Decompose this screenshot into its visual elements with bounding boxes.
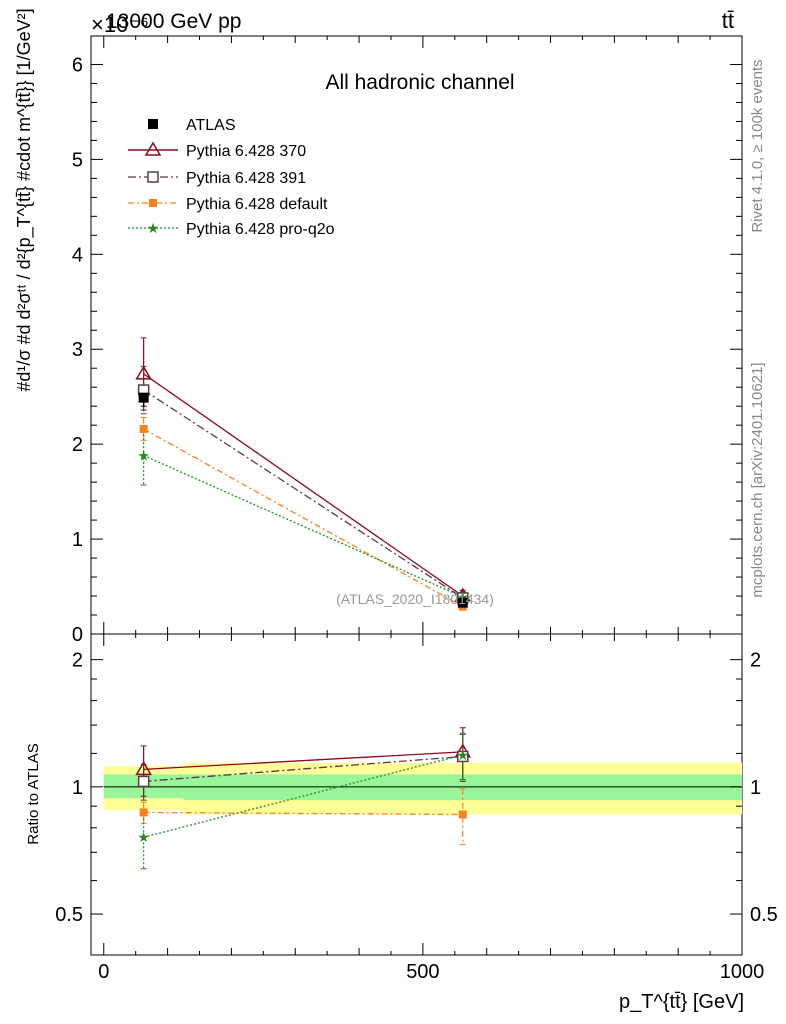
main-point-p370 bbox=[135, 365, 152, 380]
main-point-data bbox=[457, 597, 468, 608]
legend: ATLAS Pythia 6.428 370 Pythia 6.428 391 … bbox=[128, 117, 335, 238]
exponent-label: ×10⁻⁶ bbox=[91, 12, 149, 37]
legend-label-p370: Pythia 6.428 370 bbox=[186, 143, 306, 160]
ratio-y-tick-label-right: 0.5 bbox=[750, 904, 778, 926]
ratio-line-pdefault bbox=[143, 811, 463, 816]
ratio-y-tick-label: 0.5 bbox=[55, 904, 83, 926]
legend-label-p391: Pythia 6.428 391 bbox=[186, 170, 306, 187]
ratio-y-tick-label: 2 bbox=[72, 650, 83, 672]
main-line-pq2o bbox=[143, 454, 464, 598]
ratio-point-pq2o: ★ bbox=[137, 829, 150, 845]
ratio-point-pq2o: ★ bbox=[456, 747, 469, 763]
ratio-y-axis-label: Ratio to ATLAS bbox=[25, 743, 42, 844]
legend-label-pq2o: Pythia 6.428 pro-q2o bbox=[186, 221, 335, 238]
process-label: tt̄ bbox=[722, 8, 734, 33]
legend-marker-pdefault bbox=[149, 199, 157, 207]
ratio-point-pdefault bbox=[139, 808, 148, 817]
ratio-y-tick-label: 1 bbox=[72, 777, 83, 799]
main-point-pdefault bbox=[139, 424, 148, 433]
main-y-tick-label: 5 bbox=[72, 149, 83, 171]
main-y-tick-label: 4 bbox=[72, 244, 83, 266]
ratio-point-p391 bbox=[137, 775, 150, 788]
legend-marker-p391 bbox=[147, 171, 159, 183]
main-line-p391 bbox=[143, 389, 464, 599]
legend-marker-pq2o: ★ bbox=[147, 220, 160, 236]
main-y-tick-label: 3 bbox=[72, 339, 83, 361]
ratio-line-p370 bbox=[143, 751, 463, 771]
ratio-point-p391 bbox=[457, 750, 469, 763]
chart-title: All hadronic channel bbox=[325, 71, 514, 94]
ratio-line-pq2o bbox=[143, 754, 463, 838]
x-axis-label: p_T^{tt̄} [GeV] bbox=[619, 991, 744, 1013]
ratio-point-p370 bbox=[135, 760, 152, 776]
ratio-y-tick-label-right: 2 bbox=[750, 650, 761, 672]
x-tick-label: 500 bbox=[406, 961, 439, 983]
legend-label-pdefault: Pythia 6.428 default bbox=[186, 196, 328, 213]
ratio-point-pdefault bbox=[458, 810, 467, 819]
main-y-tick-label: 6 bbox=[72, 54, 83, 76]
main-y-axis-label: #d¹/σ #d d²σᵗᵗ / d²{p_T^{tt̄} #cdot m^{t… bbox=[14, 8, 35, 391]
legend-label-atlas: ATLAS bbox=[186, 117, 236, 134]
ratio-line-p391 bbox=[143, 755, 463, 783]
main-line-pdefault bbox=[143, 428, 464, 608]
x-tick-label: 0 bbox=[98, 961, 109, 983]
main-line-p370 bbox=[143, 373, 464, 597]
main-point-data bbox=[138, 392, 149, 403]
main-y-tick-label: 1 bbox=[72, 529, 83, 551]
legend-marker-p370 bbox=[144, 141, 162, 156]
main-y-tick-label: 0 bbox=[72, 624, 83, 646]
mcplots-credit-label: mcplots.cern.ch [arXiv:2401.10621] bbox=[749, 362, 766, 597]
ratio-y-tick-label-right: 1 bbox=[750, 777, 761, 799]
main-point-pq2o: ★ bbox=[137, 448, 150, 464]
beam-energy-label: 13000 GeV pp bbox=[106, 10, 241, 33]
analysis-watermark: (ATLAS_2020_I1801434) bbox=[336, 591, 494, 607]
rivet-version-label: Rivet 4.1.0, ≥ 100k events bbox=[749, 59, 766, 232]
main-y-tick-label: 2 bbox=[72, 434, 83, 456]
legend-marker-atlas bbox=[148, 119, 158, 129]
x-tick-label: 1000 bbox=[720, 961, 765, 983]
